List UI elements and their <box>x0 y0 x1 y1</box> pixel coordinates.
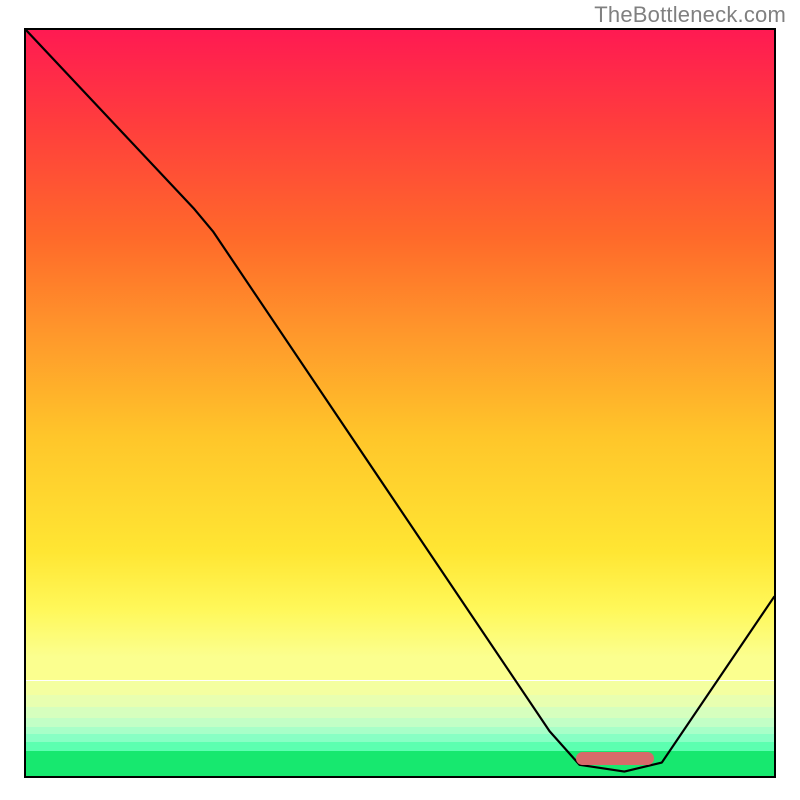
watermark-text: TheBottleneck.com <box>594 2 786 28</box>
chart-line <box>26 30 774 776</box>
chart-area <box>24 28 776 778</box>
marker-bar <box>576 752 655 765</box>
